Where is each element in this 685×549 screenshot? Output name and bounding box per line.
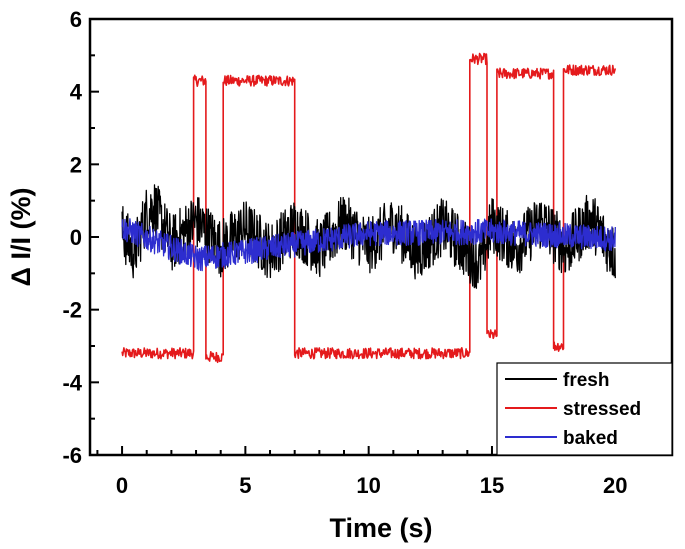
legend-label-baked: baked (563, 428, 618, 449)
series-line-baked (121, 218, 616, 272)
series-layer (121, 52, 617, 364)
y-tick-label: 6 (70, 7, 82, 32)
tick-labels-layer: 0 5 10 15 20 -6 -4 -2 0 2 4 6 (62, 7, 627, 498)
y-axis-title: Δ I/I (%) (6, 188, 36, 287)
y-tick-label: 2 (70, 152, 82, 177)
x-tick-label: 20 (603, 473, 627, 498)
y-tick-label: -4 (62, 370, 82, 395)
y-tick-label: 4 (70, 80, 83, 105)
legend-label-stressed: stressed (563, 399, 641, 420)
y-tick-label: -6 (62, 443, 82, 468)
series-line-fresh (121, 184, 616, 289)
x-axis-title: Time (s) (329, 513, 432, 543)
x-tick-label: 5 (239, 473, 251, 498)
x-tick-label: 15 (480, 473, 504, 498)
x-tick-label: 10 (356, 473, 380, 498)
legend-label-fresh: fresh (563, 370, 609, 391)
x-tick-label: 0 (116, 473, 128, 498)
y-tick-label: 0 (70, 225, 82, 250)
legend: fresh stressed baked (496, 362, 673, 456)
y-tick-label: -2 (62, 298, 82, 323)
series-line-stressed (121, 52, 617, 364)
